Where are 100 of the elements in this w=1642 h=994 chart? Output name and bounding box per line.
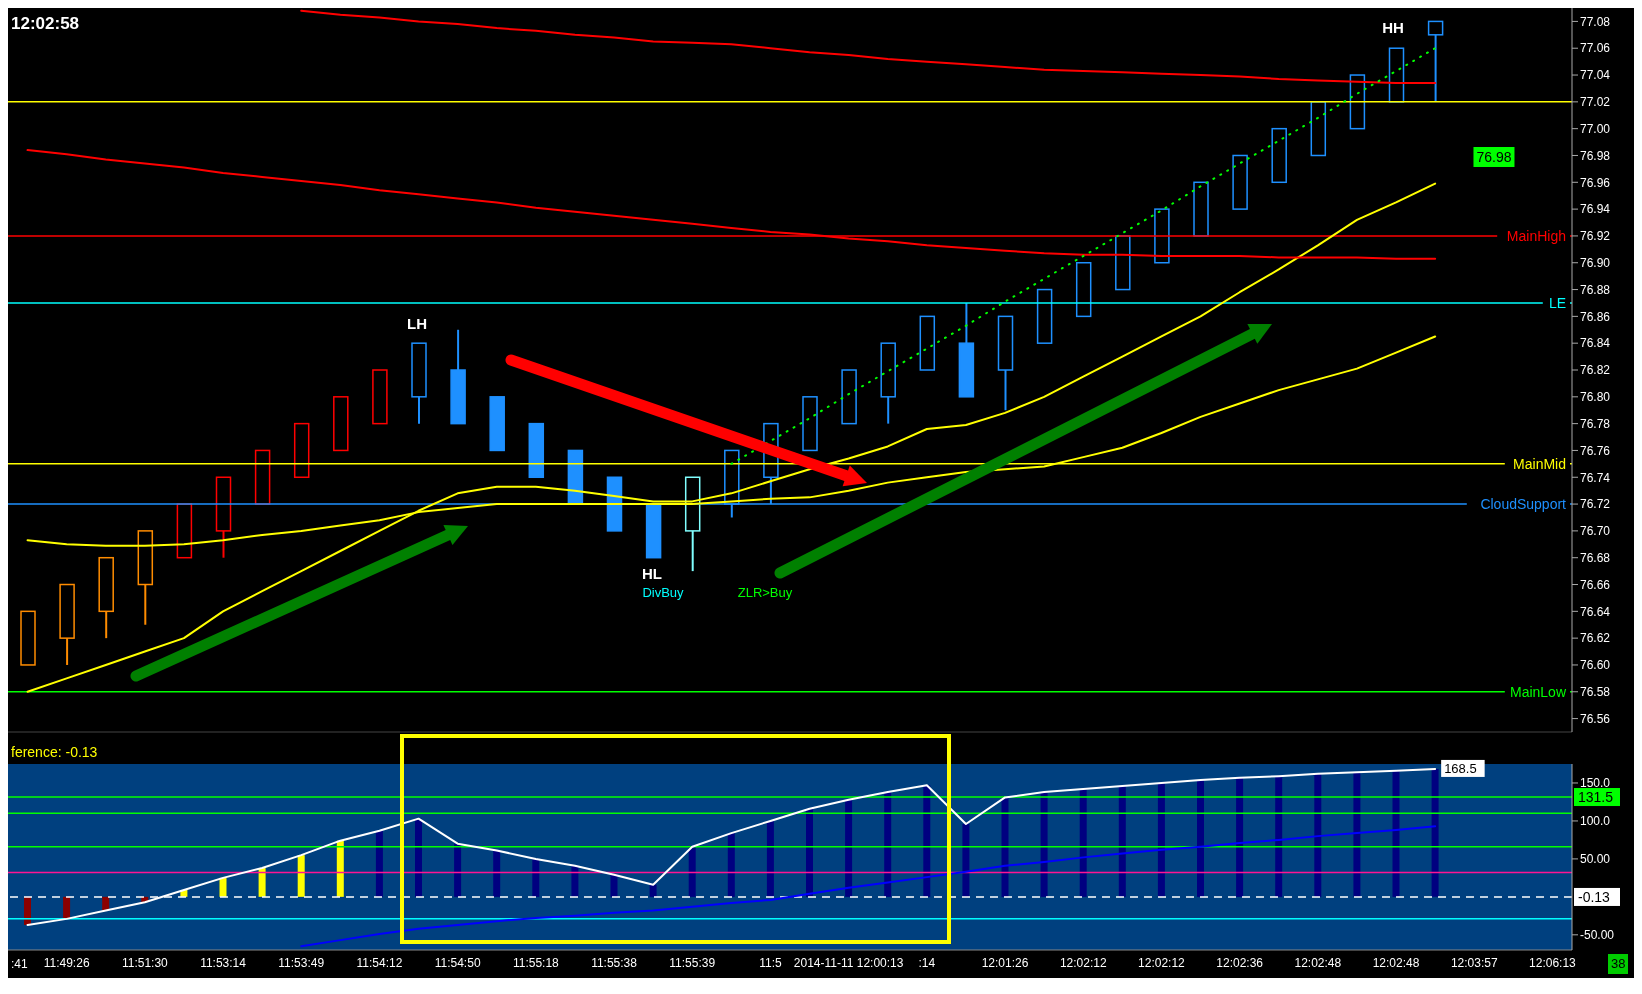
bar — [962, 823, 970, 897]
annotation: 76.98 — [1473, 147, 1515, 167]
bar — [923, 785, 931, 897]
x-tick-label: 2014-11-11 12:00:13 — [793, 955, 904, 970]
x-tick-label: 12:02:48 — [1372, 955, 1420, 970]
x-tick-label: 11:54:50 — [434, 955, 481, 970]
x-tick-label: 12:02:12 — [1138, 955, 1186, 970]
x-tick-label: 11:55:18 — [512, 955, 560, 970]
bar — [375, 830, 383, 897]
y-tick-label: 76.82 — [1580, 363, 1611, 378]
bar — [1275, 776, 1283, 897]
y-tick-label: 76.74 — [1580, 470, 1611, 485]
bar — [258, 868, 266, 897]
bar — [219, 877, 227, 897]
x-tick-label: 12:02:48 — [1294, 955, 1342, 970]
bar — [532, 858, 540, 897]
x-tick-label: 11:53:49 — [278, 955, 325, 970]
y-tick-label: 77.08 — [1580, 14, 1611, 29]
bar — [1392, 770, 1400, 897]
y-tick-label: 76.62 — [1580, 631, 1611, 646]
x-tick-label: 12:02:12 — [1059, 955, 1107, 970]
bar — [454, 843, 462, 897]
bar — [806, 808, 813, 897]
y-tick-label: 76.92 — [1580, 229, 1611, 244]
data-label: 168.5 — [1444, 760, 1477, 776]
y-tick-label: 76.76 — [1580, 443, 1611, 458]
bar — [845, 799, 853, 897]
bar — [1236, 777, 1244, 897]
line-series — [300, 9, 1437, 85]
x-tick-label: 12:01:26 — [981, 955, 1029, 970]
annotation: HL — [641, 564, 663, 584]
y-tick-label: 77.06 — [1580, 41, 1611, 56]
ref-line-label: 131.5 — [1578, 789, 1614, 806]
ref-line-label: CloudSupport — [1480, 496, 1567, 513]
line-series — [300, 825, 1437, 948]
bar — [1001, 797, 1009, 897]
annotation: HH — [1381, 18, 1405, 38]
x-tick-label: 11:53:14 — [200, 955, 247, 970]
y-tick-label: 76.66 — [1580, 577, 1611, 592]
x-tick-label: 12:02:36 — [1216, 955, 1264, 970]
bar — [1157, 782, 1165, 897]
x-tick-label: 11:51:30 — [121, 955, 169, 970]
y-tick-label: 77.00 — [1580, 121, 1611, 136]
bar — [336, 840, 344, 897]
bar — [63, 896, 71, 919]
bar — [297, 855, 305, 897]
bar — [1197, 779, 1204, 897]
y-tick-label: 76.64 — [1580, 604, 1611, 619]
x-tick-label: :14 — [918, 955, 936, 970]
annotation: 12:02:58 — [8, 14, 83, 34]
y-tick-label: 50.00 — [1580, 852, 1611, 867]
y-tick-label: 76.60 — [1580, 658, 1611, 673]
x-tick-label: 11:55:38 — [591, 955, 638, 970]
y-tick-label: 77.02 — [1580, 95, 1611, 110]
candlestick — [1427, 20, 1444, 103]
bar — [493, 850, 501, 897]
bar — [688, 846, 696, 897]
ref-line-label: MainHigh — [1506, 227, 1566, 244]
annotation: DivBuy — [641, 584, 685, 602]
x-tick-label: 12:03:57 — [1450, 955, 1498, 970]
x-tick-label: 11:5 — [759, 955, 783, 970]
bar — [1040, 792, 1048, 897]
y-tick-label: 77.04 — [1580, 68, 1611, 83]
y-tick-label: 100.0 — [1580, 814, 1611, 829]
y-tick-label: 76.78 — [1580, 416, 1611, 431]
bar — [884, 792, 892, 897]
annotation: ZLR>Buy — [736, 584, 794, 602]
bar — [1431, 768, 1439, 897]
x-tick-label: 11:55:39 — [669, 955, 716, 970]
ref-line-label: LE — [1548, 294, 1566, 311]
y-tick-label: 76.58 — [1580, 685, 1611, 700]
y-tick-label: 76.90 — [1580, 256, 1611, 270]
ref-line-label: MainMid — [1513, 455, 1566, 472]
annotation: LH — [406, 314, 428, 334]
bar — [649, 884, 657, 897]
y-tick-label: 76.96 — [1580, 175, 1611, 190]
ref-line-label: -0.13 — [1578, 888, 1611, 905]
bar — [415, 818, 422, 897]
y-tick-label: 150.0 — [1580, 776, 1611, 791]
x-tick-label: 12:06:13 — [1529, 955, 1577, 970]
y-tick-label: 76.84 — [1580, 336, 1611, 351]
y-tick-label: -50.00 — [1580, 928, 1615, 943]
bar — [571, 865, 579, 897]
bar — [1314, 773, 1322, 897]
x-tick-label: 11:49:26 — [43, 955, 90, 970]
y-tick-label: 76.80 — [1580, 390, 1611, 405]
y-tick-label: 76.68 — [1580, 550, 1611, 565]
y-tick-label: 76.88 — [1580, 282, 1611, 297]
bar — [1079, 789, 1087, 897]
bar — [1118, 786, 1126, 897]
text: ference: -0.13 — [8, 742, 101, 762]
y-tick-label: 76.70 — [1580, 524, 1611, 539]
bar — [610, 874, 618, 897]
bar — [766, 820, 774, 897]
y-tick-label: 76.72 — [1580, 497, 1611, 512]
y-tick-label: 76.98 — [1580, 148, 1611, 163]
text: 38 — [1608, 954, 1629, 974]
ref-line-label: MainLow — [1509, 683, 1567, 700]
y-tick-label: 76.86 — [1580, 309, 1611, 324]
text: :41 — [10, 956, 29, 973]
